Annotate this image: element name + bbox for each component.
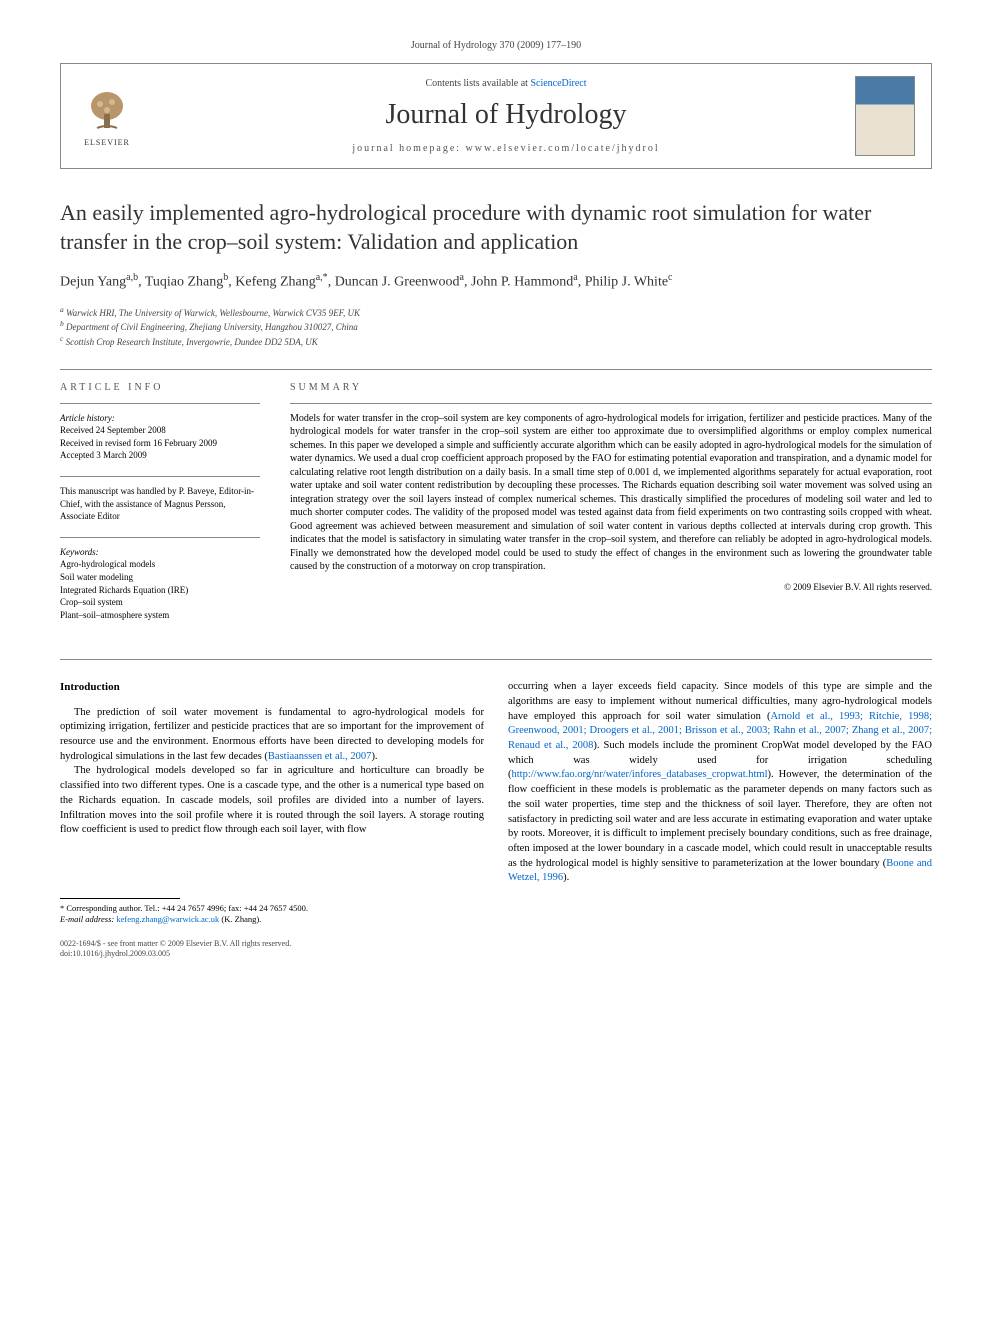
keywords-block: Keywords: Agro-hydrological models Soil … [60,546,260,622]
keyword: Crop–soil system [60,596,260,609]
affiliation-b: b Department of Civil Engineering, Zheji… [60,319,932,334]
keyword: Agro-hydrological models [60,558,260,571]
divider [60,476,260,477]
contents-prefix: Contents lists available at [425,78,530,89]
header-center: Contents lists available at ScienceDirec… [157,78,855,154]
elsevier-logo: ELSEVIER [77,81,137,151]
contents-available: Contents lists available at ScienceDirec… [157,78,855,89]
article-history: Article history: Received 24 September 2… [60,412,260,462]
copyright-line: © 2009 Elsevier B.V. All rights reserved… [290,582,932,592]
keywords-label: Keywords: [60,546,260,559]
journal-header-box: ELSEVIER Contents lists available at Sci… [60,63,932,169]
article-title: An easily implemented agro-hydrological … [60,199,932,256]
affiliation-c: c Scottish Crop Research Institute, Inve… [60,334,932,349]
handling-note: This manuscript was handled by P. Baveye… [60,485,260,523]
divider [60,403,260,404]
email-label: E-mail address: [60,914,114,924]
summary-heading: SUMMARY [290,382,932,393]
intro-paragraph-1: The prediction of soil water movement is… [60,706,484,765]
info-summary-row: ARTICLE INFO Article history: Received 2… [60,382,932,636]
keyword: Integrated Richards Equation (IRE) [60,584,260,597]
doi-line: doi:10.1016/j.jhydrol.2009.03.005 [60,949,484,959]
homepage-label: journal homepage: [352,143,465,154]
bottom-meta: 0022-1694/$ - see front matter © 2009 El… [60,939,484,960]
email-link[interactable]: kefeng.zhang@warwick.ac.uk [116,914,219,924]
keyword: Soil water modeling [60,571,260,584]
url-link[interactable]: http://www.fao.org/nr/water/infores_data… [512,769,768,780]
history-label: Article history: [60,412,260,425]
journal-title: Journal of Hydrology [157,99,855,131]
header-citation: Journal of Hydrology 370 (2009) 177–190 [60,40,932,51]
history-line: Accepted 3 March 2009 [60,449,260,462]
author-list: Dejun Yanga,b, Tuqiao Zhangb, Kefeng Zha… [60,272,932,291]
article-info-heading: ARTICLE INFO [60,382,260,393]
affiliation-a: a Warwick HRI, The University of Warwick… [60,305,932,320]
elsevier-label: ELSEVIER [84,138,130,147]
history-line: Received 24 September 2008 [60,424,260,437]
email-who: (K. Zhang). [219,914,261,924]
elsevier-tree-icon [82,86,132,136]
intro-paragraph-3: occurring when a layer exceeds field cap… [508,680,932,886]
text-run: ). [563,872,569,883]
history-line: Received in revised form 16 February 200… [60,437,260,450]
journal-homepage: journal homepage: www.elsevier.com/locat… [157,143,855,154]
keyword: Plant–soil–atmosphere system [60,609,260,622]
issn-line: 0022-1694/$ - see front matter © 2009 El… [60,939,484,949]
introduction-heading: Introduction [60,680,484,695]
corresponding-line: * Corresponding author. Tel.: +44 24 765… [60,903,484,914]
journal-cover-thumbnail [855,76,915,156]
left-column: Introduction The prediction of soil wate… [60,680,484,959]
summary-column: SUMMARY Models for water transfer in the… [290,382,932,636]
divider [60,537,260,538]
corresponding-author-footnote: * Corresponding author. Tel.: +44 24 765… [60,903,484,925]
email-line: E-mail address: kefeng.zhang@warwick.ac.… [60,914,484,925]
right-column: occurring when a layer exceeds field cap… [508,680,932,959]
footnote-rule [60,898,180,899]
homepage-url[interactable]: www.elsevier.com/locate/jhydrol [466,143,660,154]
article-info-column: ARTICLE INFO Article history: Received 2… [60,382,260,636]
divider [60,659,932,660]
body-two-column: Introduction The prediction of soil wate… [60,680,932,959]
intro-paragraph-2: The hydrological models developed so far… [60,764,484,837]
sciencedirect-link[interactable]: ScienceDirect [530,78,586,89]
text-run: ). [371,751,377,762]
divider [290,403,932,404]
citation-link[interactable]: Bastiaanssen et al., 2007 [268,751,372,762]
text-run: ). However, the determination of the flo… [508,769,932,868]
affiliations: a Warwick HRI, The University of Warwick… [60,305,932,349]
divider [60,369,932,370]
abstract-text: Models for water transfer in the crop–so… [290,412,932,574]
